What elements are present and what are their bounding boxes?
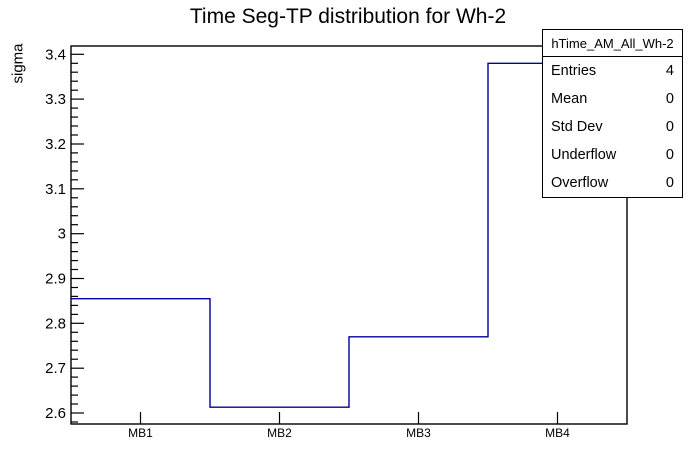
stats-row-overflow: Overflow 0 (543, 169, 682, 197)
chart-title: Time Seg-TP distribution for Wh-2 (189, 5, 507, 28)
y-tick-label: 3 (58, 226, 66, 243)
stat-value: 0 (665, 91, 674, 107)
stat-value: 0 (665, 119, 674, 135)
y-tick-label: 3.2 (45, 136, 66, 153)
y-tick-label: 2.8 (45, 315, 66, 332)
plot-frame (70, 45, 628, 425)
stat-label: Overflow (551, 175, 609, 191)
stats-box-title: hTime_AM_All_Wh-2 (543, 30, 682, 57)
y-tick-label: 3.4 (45, 46, 66, 63)
y-tick-label: 3.3 (45, 91, 66, 108)
stat-label: Underflow (551, 147, 617, 163)
y-tick-label: 2.9 (45, 271, 66, 288)
stats-row-mean: Mean 0 (543, 85, 682, 113)
y-tick-label: 2.7 (45, 360, 66, 377)
x-tick-label: MB3 (406, 426, 431, 440)
x-tick-label: MB1 (128, 426, 153, 440)
x-tick-label: MB2 (267, 426, 292, 440)
y-tick-label: 2.6 (45, 405, 66, 422)
stat-label: Entries (551, 63, 597, 79)
stats-box: hTime_AM_All_Wh-2 Entries 4 Mean 0 Std D… (542, 29, 683, 198)
stat-value: 0 (665, 175, 674, 191)
stats-row-underflow: Underflow 0 (543, 141, 682, 169)
stat-label: Std Dev (551, 119, 603, 135)
histogram-line (71, 62, 627, 408)
stats-row-stddev: Std Dev 0 (543, 113, 682, 141)
x-tick-label: MB4 (545, 426, 570, 440)
stat-value: 4 (665, 63, 674, 79)
stats-rows: Entries 4 Mean 0 Std Dev 0 Underflow 0 O… (543, 57, 682, 197)
stat-label: Mean (551, 91, 588, 107)
stats-row-entries: Entries 4 (543, 57, 682, 85)
y-tick-label: 3.1 (45, 181, 66, 198)
stat-value: 0 (665, 147, 674, 163)
